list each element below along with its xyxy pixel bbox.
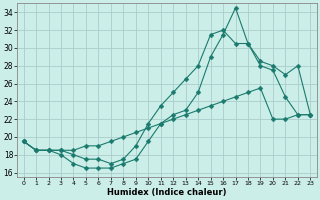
X-axis label: Humidex (Indice chaleur): Humidex (Indice chaleur) xyxy=(107,188,227,197)
